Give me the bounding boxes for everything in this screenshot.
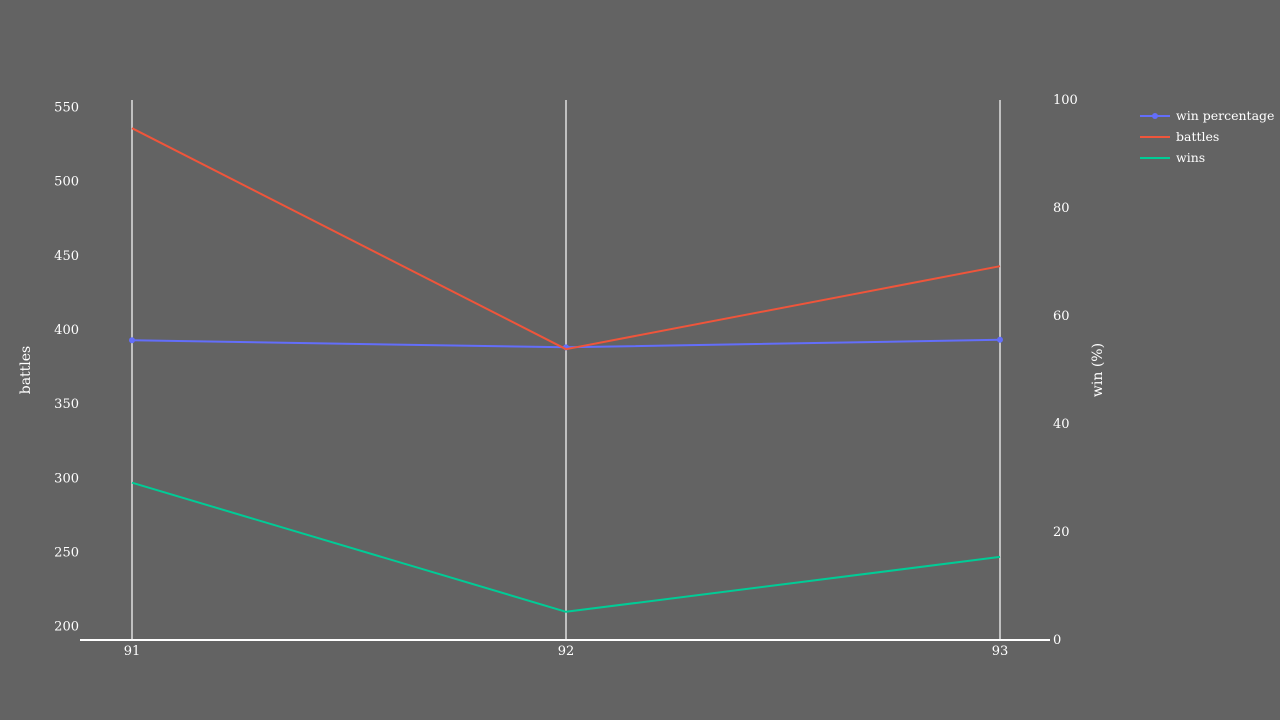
- series-point-win-percentage: [997, 336, 1003, 343]
- y-left-tick-label: 200: [54, 620, 79, 635]
- x-tick-label: 93: [992, 644, 1009, 659]
- y-left-tick-label: 400: [54, 323, 79, 338]
- series-line-wins: [131, 481, 1001, 613]
- y-left-tick-label: 350: [54, 397, 79, 412]
- axes: 91 92 93 200 250 300 350 400 450 500 550 0 20 40 60 80 1…: [18, 93, 1106, 659]
- legend: win percentage battles wins: [1140, 108, 1274, 165]
- legend-label-win-percentage: win percentage: [1176, 108, 1274, 123]
- x-tick-label: 92: [558, 644, 575, 659]
- series-line-battles: [131, 127, 1001, 351]
- x-tick-label: 91: [124, 644, 141, 659]
- legend-label-battles: battles: [1176, 129, 1219, 144]
- series-point-win-percentage: [129, 337, 135, 344]
- y-left-axis-title: battles: [18, 346, 34, 395]
- grid: [131, 100, 1001, 640]
- y-right-tick-label: 60: [1053, 309, 1070, 324]
- y-left-tick-label: 500: [54, 175, 79, 190]
- y-right-tick-label: 20: [1053, 525, 1070, 540]
- y-right-tick-label: 80: [1053, 201, 1070, 216]
- y-right-tick-label: 0: [1053, 633, 1061, 648]
- legend-label-wins: wins: [1176, 150, 1205, 165]
- y-right-tick-label: 40: [1053, 417, 1070, 432]
- y-left-tick-label: 550: [54, 100, 79, 115]
- y-left-tick-label: 250: [54, 545, 79, 560]
- series: [129, 127, 1003, 613]
- y-left-tick-label: 450: [54, 249, 79, 264]
- y-right-tick-label: 100: [1053, 93, 1078, 108]
- legend-marker-win-percentage: [1152, 113, 1158, 119]
- y-left-tick-label: 300: [54, 471, 79, 486]
- y-right-axis-title: win (%): [1090, 343, 1106, 397]
